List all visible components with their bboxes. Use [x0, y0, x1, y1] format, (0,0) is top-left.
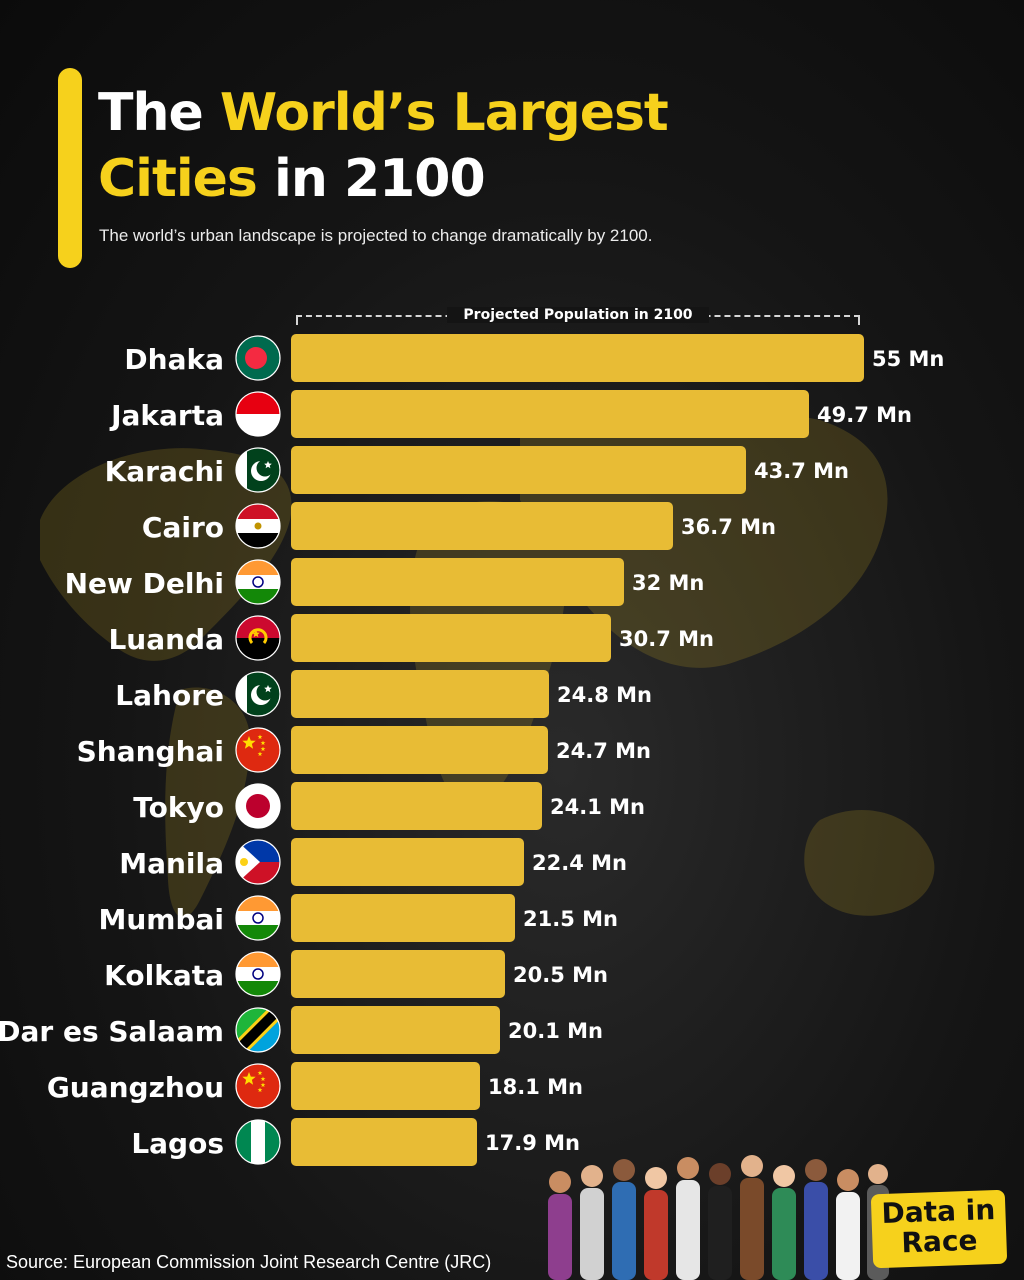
bar-dhaka	[291, 334, 864, 382]
axis-caption: Projected Population in 2100	[296, 304, 860, 328]
value-label: 20.5 Mn	[513, 963, 608, 987]
page-title: The World’s Largest Cities in 2100	[98, 80, 669, 212]
title-part-3: Cities	[98, 149, 258, 209]
category-label: Tokyo	[133, 791, 224, 824]
india-flag-icon	[236, 560, 280, 604]
value-label: 24.8 Mn	[557, 683, 652, 707]
title-part-1: The	[98, 83, 220, 143]
category-label: Guangzhou	[47, 1071, 224, 1104]
india-flag-icon-ring	[235, 895, 281, 941]
value-label: 24.7 Mn	[556, 739, 651, 763]
bar-lagos	[291, 1118, 477, 1166]
axis-caption-left-tick	[296, 315, 298, 325]
tanzania-flag-icon	[236, 1008, 280, 1052]
category-label: Luanda	[108, 623, 224, 656]
angola-flag-icon	[236, 616, 280, 660]
egypt-flag-icon-ring	[235, 503, 281, 549]
china-flag-icon	[236, 1064, 280, 1108]
bar-mumbai	[291, 894, 515, 942]
value-label: 24.1 Mn	[550, 795, 645, 819]
india-flag-icon-ring	[235, 559, 281, 605]
pakistan-flag-icon	[236, 448, 280, 492]
category-label: Cairo	[142, 511, 224, 544]
china-flag-icon-ring	[235, 727, 281, 773]
nigeria-flag-icon-ring	[235, 1119, 281, 1165]
angola-flag-icon-ring	[235, 615, 281, 661]
nigeria-flag-icon	[236, 1120, 280, 1164]
category-label: Mumbai	[98, 903, 224, 936]
china-flag-icon-ring	[235, 1063, 281, 1109]
value-label: 43.7 Mn	[754, 459, 849, 483]
category-label: Kolkata	[104, 959, 224, 992]
bar-dar-es-salaam	[291, 1006, 500, 1054]
crowd-illustration	[548, 1155, 889, 1280]
value-label: 55 Mn	[872, 347, 944, 371]
value-label: 32 Mn	[632, 571, 704, 595]
philippines-flag-icon-ring	[235, 839, 281, 885]
pakistan-flag-icon	[236, 672, 280, 716]
value-label: 20.1 Mn	[508, 1019, 603, 1043]
bar-jakarta	[291, 390, 809, 438]
category-label: Karachi	[105, 455, 224, 488]
category-label: Shanghai	[77, 735, 224, 768]
indonesia-flag-icon	[236, 392, 280, 436]
bar-luanda	[291, 614, 611, 662]
india-flag-icon	[236, 952, 280, 996]
japan-flag-icon	[236, 784, 280, 828]
category-label: Dar es Salaam	[0, 1015, 224, 1048]
pakistan-flag-icon-ring	[235, 671, 281, 717]
bar-tokyo	[291, 782, 542, 830]
bar-lahore	[291, 670, 549, 718]
bar-cairo	[291, 502, 673, 550]
japan-flag-icon-ring	[235, 783, 281, 829]
value-label: 18.1 Mn	[488, 1075, 583, 1099]
title-accent-bar	[58, 68, 82, 268]
value-label: 22.4 Mn	[532, 851, 627, 875]
brand-logo: Data in Race	[870, 1189, 1008, 1269]
x-axis-label: Projected Population in 2100	[447, 307, 709, 323]
india-flag-icon	[236, 896, 280, 940]
bar-karachi	[291, 446, 746, 494]
india-flag-icon-ring	[235, 951, 281, 997]
category-label: New Delhi	[65, 567, 224, 600]
bar-guangzhou	[291, 1062, 480, 1110]
category-label: Lagos	[131, 1127, 224, 1160]
tanzania-flag-icon-ring	[235, 1007, 281, 1053]
pakistan-flag-icon-ring	[235, 447, 281, 493]
value-label: 30.7 Mn	[619, 627, 714, 651]
bar-manila	[291, 838, 524, 886]
category-label: Manila	[119, 847, 224, 880]
bangladesh-flag-icon	[236, 336, 280, 380]
category-label: Lahore	[115, 679, 224, 712]
egypt-flag-icon	[236, 504, 280, 548]
category-label: Dhaka	[124, 343, 224, 376]
bar-new-delhi	[291, 558, 624, 606]
category-label: Jakarta	[109, 399, 224, 432]
value-label: 36.7 Mn	[681, 515, 776, 539]
indonesia-flag-icon-ring	[235, 391, 281, 437]
value-label: 17.9 Mn	[485, 1131, 580, 1155]
bangladesh-flag-icon-ring	[235, 335, 281, 381]
value-label: 49.7 Mn	[817, 403, 912, 427]
china-flag-icon	[236, 728, 280, 772]
philippines-flag-icon	[236, 840, 280, 884]
title-part-2: World’s Largest	[219, 83, 669, 143]
source-note: Source: European Commission Joint Resear…	[6, 1252, 492, 1272]
subtitle: The world’s urban landscape is projected…	[99, 226, 653, 245]
value-label: 21.5 Mn	[523, 907, 618, 931]
bar-shanghai	[291, 726, 548, 774]
bar-kolkata	[291, 950, 505, 998]
title-part-4: in 2100	[256, 149, 486, 209]
axis-caption-right-tick	[858, 315, 860, 325]
logo-line-2: Race	[900, 1223, 979, 1260]
